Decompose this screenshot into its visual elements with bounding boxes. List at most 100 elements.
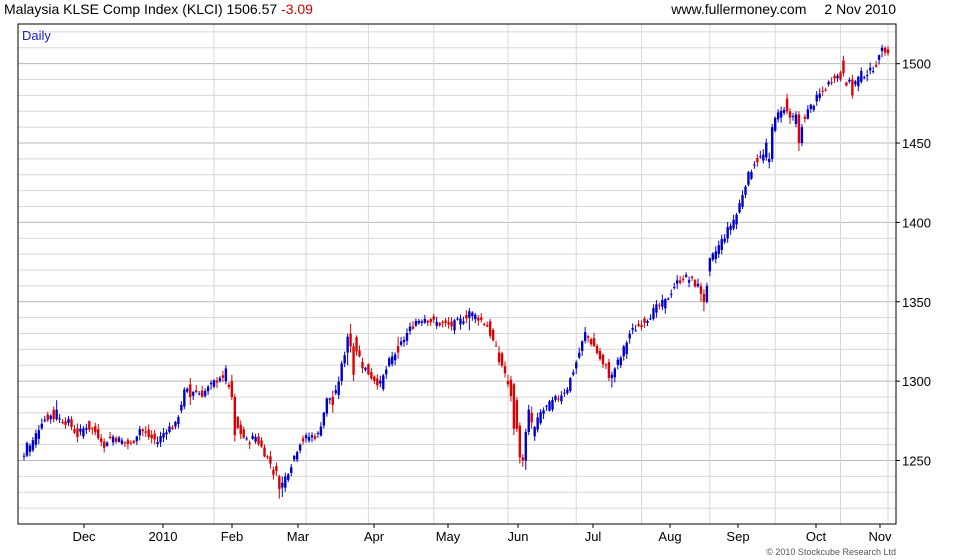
- candle-body: [141, 429, 144, 432]
- candle: [138, 425, 141, 441]
- candle: [497, 346, 501, 366]
- candle-body: [281, 482, 284, 488]
- candle: [269, 450, 272, 469]
- y-tick-label: 1250: [902, 454, 931, 469]
- x-tick-label: 2010: [149, 529, 178, 544]
- candle-body: [70, 419, 73, 428]
- candle: [860, 67, 863, 84]
- candle: [423, 314, 427, 325]
- candle-body: [393, 354, 397, 361]
- candle-body: [696, 283, 700, 287]
- candle-body: [82, 428, 85, 437]
- candle: [76, 423, 79, 443]
- candle: [123, 441, 127, 448]
- chart-title: Malaysia KLSE Comp Index (KLCI) 1506.57 …: [4, 0, 313, 18]
- chart-date: 2 Nov 2010: [824, 1, 896, 17]
- candle-body: [423, 318, 427, 323]
- candle: [153, 429, 156, 445]
- candle: [278, 474, 281, 499]
- candle: [195, 385, 198, 394]
- candle-body: [483, 323, 486, 325]
- candle-body: [301, 438, 305, 442]
- candle: [117, 435, 121, 443]
- candle-body: [239, 424, 242, 434]
- candle: [563, 388, 566, 397]
- candle-body: [883, 47, 887, 53]
- candle: [70, 416, 73, 431]
- candle: [509, 375, 513, 402]
- candle: [334, 384, 337, 395]
- candle-body: [812, 105, 815, 110]
- copyright-text: © 2010 Stockcube Research Ltd: [766, 547, 896, 557]
- candle-body: [349, 333, 352, 347]
- candle-body: [809, 104, 813, 110]
- candle: [830, 77, 833, 86]
- candle-body: [744, 186, 747, 195]
- candle-body: [765, 142, 768, 158]
- candle: [450, 317, 453, 331]
- candle-body: [471, 312, 474, 317]
- candle-body: [171, 427, 174, 430]
- candle: [726, 221, 729, 243]
- candle-body: [99, 438, 103, 443]
- candle-body: [762, 154, 765, 161]
- candle: [485, 321, 489, 328]
- candle: [165, 429, 168, 440]
- candle: [560, 391, 563, 405]
- candle: [43, 415, 46, 423]
- candle-body: [105, 442, 109, 446]
- candle-body: [278, 476, 281, 490]
- candle: [411, 321, 415, 331]
- candle: [640, 320, 643, 331]
- candle: [459, 314, 462, 330]
- candle: [723, 233, 726, 245]
- candle-body: [753, 164, 756, 166]
- candle: [598, 347, 602, 361]
- candle-body: [702, 293, 706, 302]
- candle: [500, 351, 504, 368]
- candle: [129, 440, 133, 446]
- candle-body: [465, 314, 468, 319]
- period-label: Daily: [22, 28, 51, 43]
- candle-body: [821, 90, 824, 92]
- candle-body: [76, 428, 79, 437]
- candle: [132, 439, 136, 444]
- candle: [367, 363, 370, 376]
- candle-body: [195, 390, 198, 393]
- candle: [88, 420, 91, 433]
- candle-body: [673, 287, 676, 289]
- candle-body: [298, 444, 302, 451]
- candle-body: [586, 336, 590, 338]
- candle-body: [886, 49, 890, 54]
- candle-body: [453, 320, 456, 331]
- candle-body: [25, 443, 29, 456]
- candle-body: [554, 396, 557, 400]
- candle: [349, 324, 352, 353]
- candle: [340, 360, 343, 386]
- candle-body: [477, 317, 480, 321]
- candle-body: [776, 112, 780, 120]
- candle: [779, 106, 783, 123]
- candle-body: [411, 326, 415, 329]
- candle-body: [97, 429, 100, 439]
- site-link[interactable]: www.fullermoney.com: [671, 1, 807, 17]
- candle-body: [836, 75, 839, 79]
- candle-body: [129, 442, 133, 444]
- candle: [667, 297, 670, 301]
- candle: [741, 190, 744, 210]
- candle: [135, 435, 139, 445]
- candle: [578, 347, 581, 359]
- candle: [25, 441, 29, 458]
- candle-body: [661, 299, 664, 307]
- candle: [839, 70, 842, 82]
- candle: [248, 440, 251, 449]
- candle-body: [747, 172, 750, 185]
- candle-body: [67, 418, 70, 424]
- candle-body: [681, 278, 685, 280]
- candle-body: [572, 372, 575, 375]
- candle-body: [373, 376, 376, 381]
- candle-body: [518, 425, 522, 458]
- candle: [720, 234, 723, 255]
- candle-body: [866, 75, 869, 77]
- candle-body: [675, 280, 679, 284]
